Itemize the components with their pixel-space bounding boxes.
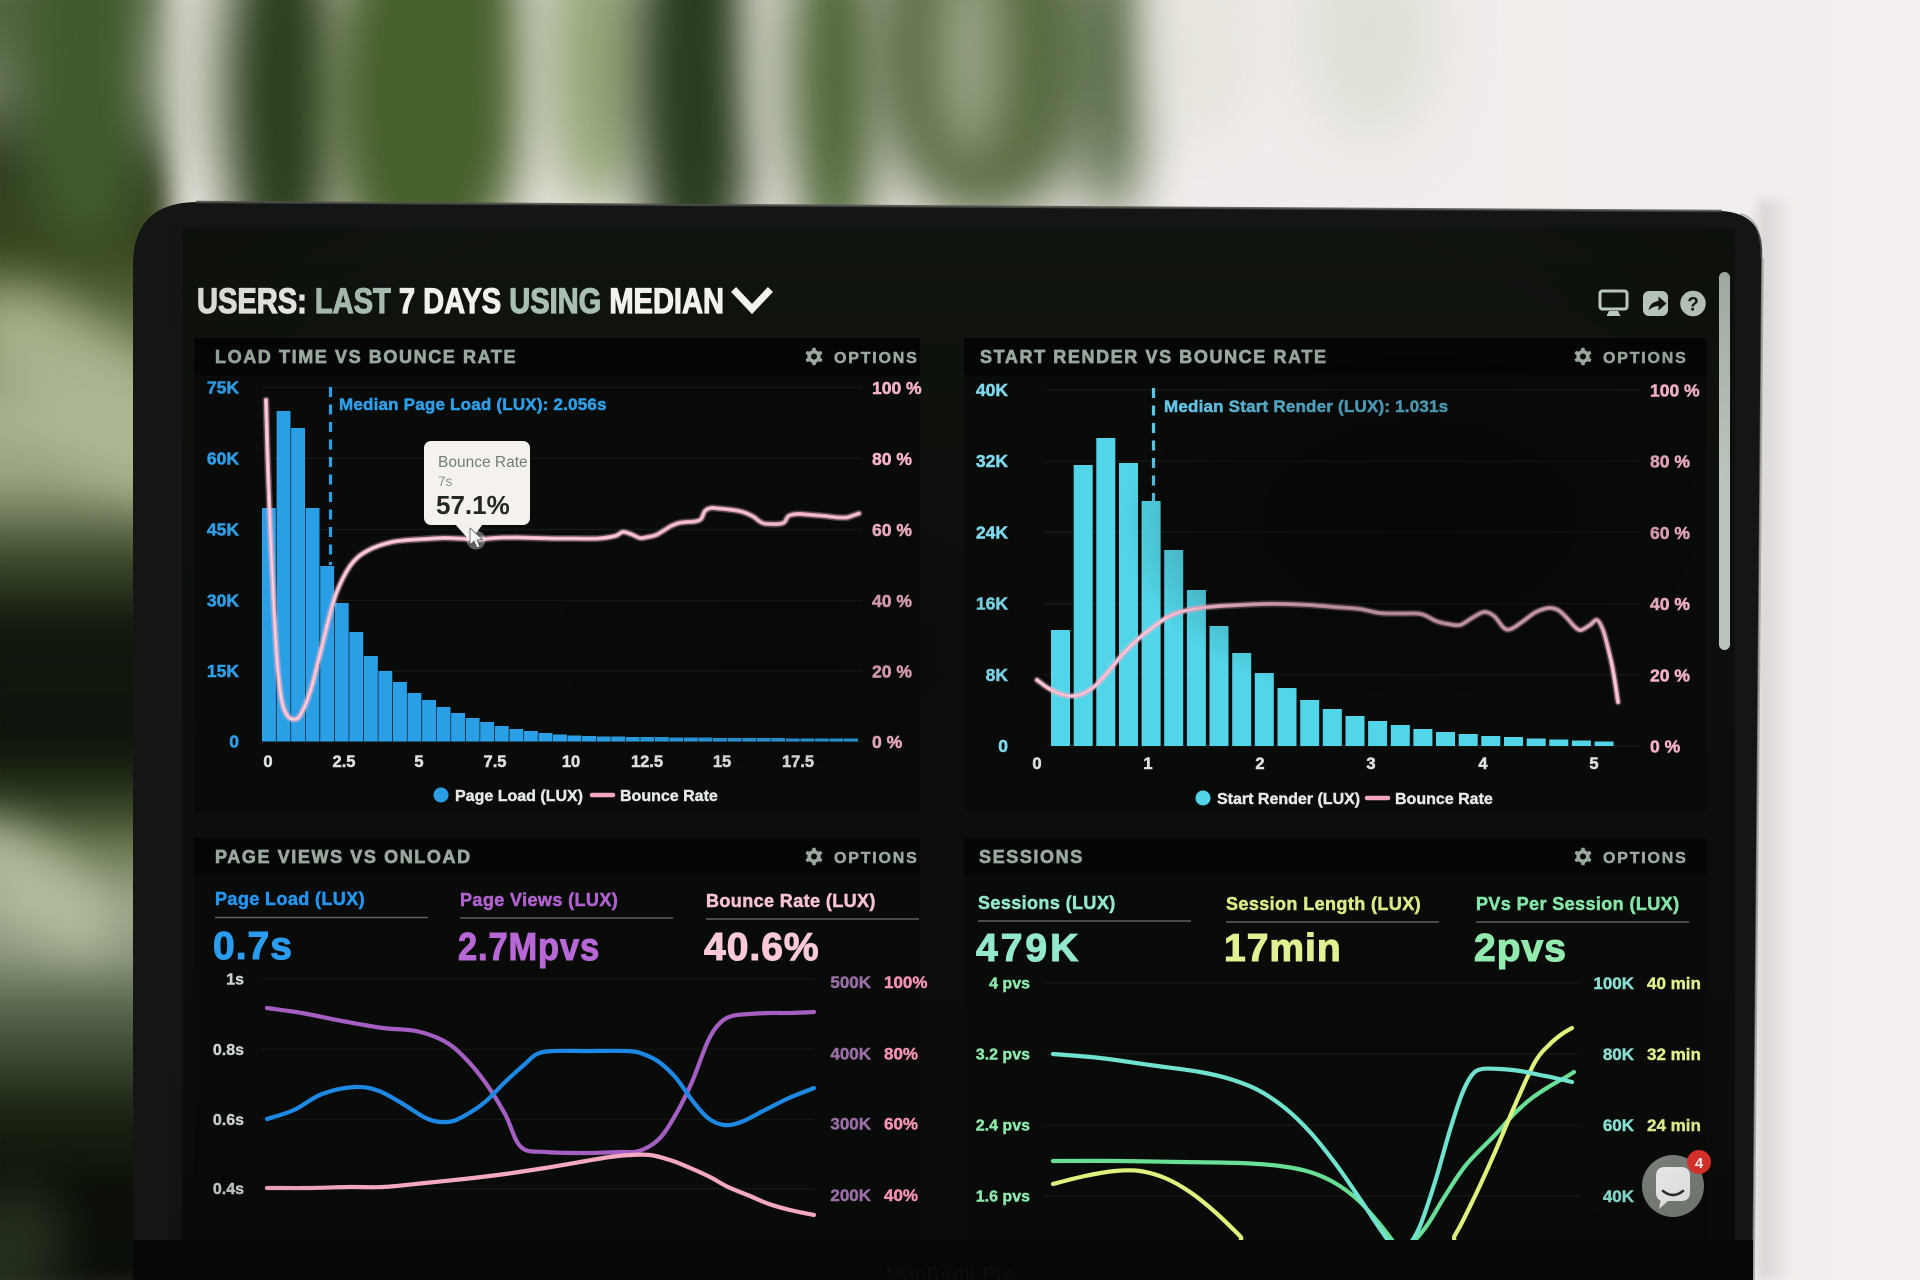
svg-text:MacBook Pro: MacBook Pro [885,1264,1016,1280]
